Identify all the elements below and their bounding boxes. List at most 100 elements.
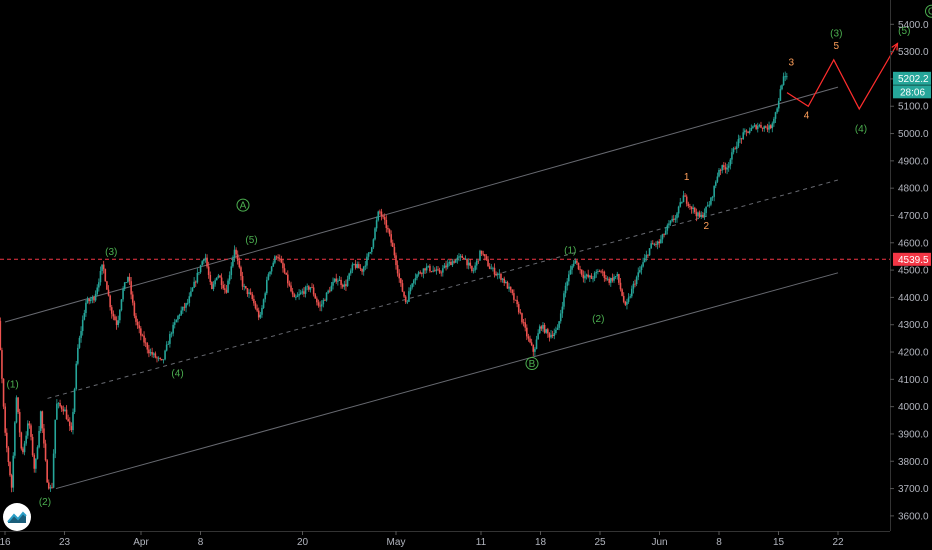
- last-price-badge: [893, 71, 931, 85]
- candle-body: [677, 206, 680, 214]
- tradingview-logo-icon[interactable]: [3, 503, 31, 531]
- candle-body: [655, 244, 657, 245]
- candle-body: [330, 285, 333, 292]
- candle-body: [597, 271, 599, 272]
- candle-body: [496, 274, 499, 276]
- candle-body: [582, 274, 585, 279]
- wave-label: A: [240, 201, 247, 212]
- candle-body: [748, 130, 751, 133]
- candle-body: [86, 299, 89, 303]
- y-tick-label: 5000.0: [898, 129, 929, 140]
- candle-body: [782, 76, 785, 86]
- candle-body: [225, 289, 228, 293]
- candle-body: [43, 428, 45, 444]
- candle-body: [17, 397, 19, 413]
- candle-body: [388, 229, 391, 235]
- wave-label: (2): [39, 497, 51, 508]
- candle-body: [414, 278, 417, 281]
- candle-body: [647, 254, 649, 256]
- candle-body: [697, 212, 699, 217]
- candle-body: [577, 262, 580, 270]
- candle-body: [585, 274, 588, 276]
- candle-body: [148, 349, 150, 354]
- y-tick-label: 4700.0: [898, 211, 929, 222]
- candle-body: [475, 260, 478, 266]
- candle-body: [89, 299, 92, 301]
- candle-body: [569, 269, 572, 275]
- candle-body: [408, 291, 410, 302]
- candle-body: [429, 265, 431, 272]
- candle-body: [639, 270, 641, 273]
- candle-body: [645, 254, 648, 259]
- candle-body: [96, 287, 99, 294]
- candle-body: [669, 220, 672, 224]
- candle-body: [88, 299, 90, 301]
- candle-body: [537, 333, 539, 340]
- countdown-label: 28:06: [900, 87, 925, 98]
- candle-body: [188, 296, 191, 303]
- candle-body: [230, 266, 233, 276]
- candle-body: [574, 260, 577, 264]
- wave-label: (1): [564, 246, 576, 257]
- candle-body: [395, 255, 397, 266]
- candle-body: [56, 403, 58, 420]
- candle-body: [219, 275, 221, 278]
- candle-body: [458, 256, 460, 258]
- candle-body: [726, 167, 728, 170]
- candle-body: [740, 138, 743, 140]
- candle-body: [403, 291, 405, 297]
- candle-body: [526, 327, 528, 337]
- candle-body: [618, 274, 620, 283]
- candle-body: [611, 278, 614, 281]
- candle-body: [91, 297, 94, 300]
- candle-body: [306, 286, 308, 288]
- candle-body: [207, 266, 210, 276]
- candle-body: [624, 301, 627, 305]
- candle-body: [589, 275, 591, 278]
- candle-body: [774, 112, 777, 119]
- candle-body: [353, 263, 355, 265]
- candle-body: [771, 123, 774, 129]
- candle-body: [267, 274, 270, 280]
- candle-body: [275, 256, 278, 258]
- candle-body: [396, 265, 399, 274]
- candle-body: [643, 258, 646, 263]
- candle-body: [335, 278, 338, 282]
- wave-label: (4): [855, 124, 867, 135]
- candle-body: [692, 207, 694, 210]
- candle-body: [735, 146, 738, 149]
- candle-body: [501, 278, 504, 280]
- candle-body: [601, 271, 604, 273]
- candle-body: [65, 409, 68, 420]
- candle-body: [742, 132, 745, 140]
- candle-body: [172, 324, 174, 334]
- candle-body: [632, 283, 635, 289]
- candle-body: [12, 455, 15, 488]
- candle-body: [498, 273, 501, 275]
- candle-body: [185, 303, 187, 308]
- candle-body: [425, 266, 428, 271]
- candle-body: [199, 265, 202, 273]
- candle-body: [538, 326, 541, 334]
- candle-body: [750, 127, 753, 131]
- candle-body: [249, 292, 252, 295]
- candle-body: [77, 347, 79, 364]
- candle-body: [590, 275, 593, 279]
- candle-body: [228, 275, 231, 281]
- candle-body: [524, 322, 526, 328]
- candle-body: [445, 265, 447, 268]
- y-tick-label: 5400.0: [898, 20, 929, 31]
- candle-body: [440, 272, 443, 274]
- candle-body: [367, 253, 370, 257]
- candle-body: [721, 165, 724, 171]
- candle-body: [584, 275, 586, 279]
- candle-body: [773, 118, 775, 124]
- candle-body: [264, 293, 266, 300]
- x-tick-label: 25: [594, 537, 606, 548]
- candle-body: [190, 291, 192, 297]
- time-axis[interactable]: 16 23 Apr 8 20 May 11 18 25 Jun 8 15 22: [0, 531, 844, 548]
- candle-body: [535, 339, 538, 349]
- candle-body: [107, 289, 110, 296]
- candle-body: [370, 247, 373, 252]
